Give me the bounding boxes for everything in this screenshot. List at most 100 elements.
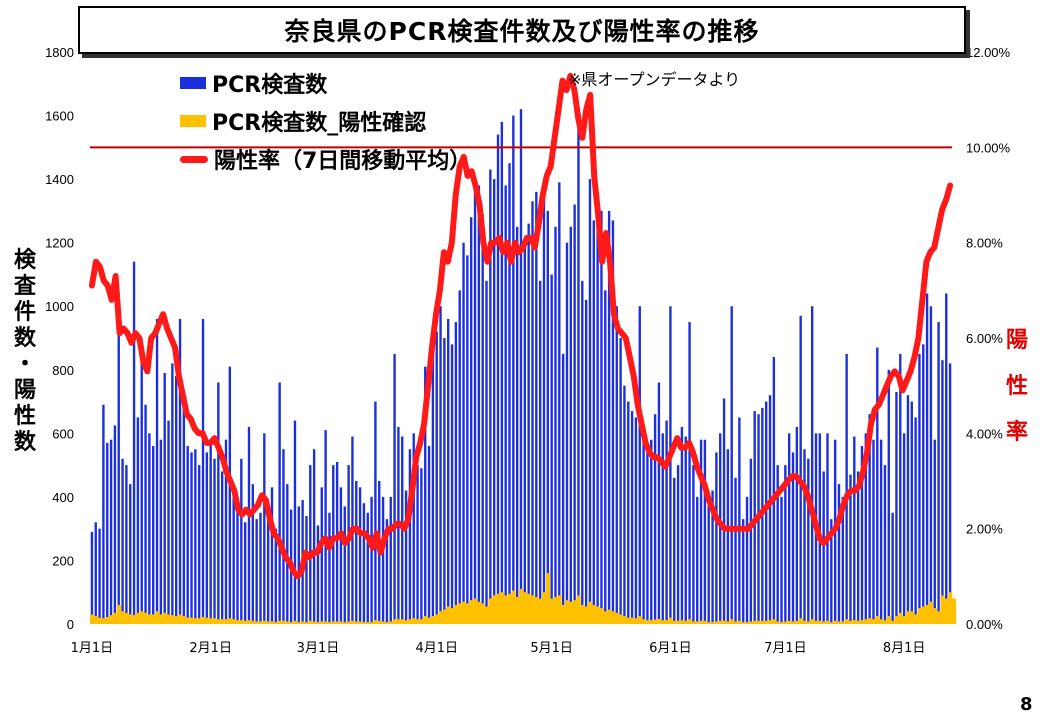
tests-bar [730, 306, 733, 624]
positive-bar [672, 620, 677, 624]
tests-bar [500, 121, 504, 625]
positive-bar [442, 609, 447, 624]
y-left-label-char: 件 [13, 300, 36, 325]
positive-bar [837, 621, 842, 624]
positive-bar [262, 620, 267, 624]
positive-bar [932, 608, 937, 624]
positive-bar [427, 617, 432, 624]
x-tick-label: 6月1日 [649, 641, 692, 656]
tests-bar [90, 531, 94, 624]
positive-bar [346, 621, 351, 624]
positive-bar [687, 619, 692, 624]
y-left-label-char: 陽 [13, 378, 36, 403]
tests-bar [297, 506, 300, 624]
tests-bar [217, 382, 220, 624]
positive-bar [607, 609, 612, 624]
tests-bar [929, 306, 933, 624]
positive-bar [423, 616, 428, 624]
tests-bar [711, 490, 714, 624]
tests-bar [902, 433, 906, 624]
positive-bar [116, 604, 121, 624]
tests-bar [492, 179, 496, 624]
positive-bar [496, 593, 501, 624]
positive-bar [185, 617, 190, 624]
positive-bar [557, 595, 562, 624]
tests-bar [891, 512, 894, 624]
positive-bar [300, 621, 305, 624]
legend-swatch-positive [180, 115, 206, 127]
positive-bar [457, 603, 462, 624]
positive-bar [112, 612, 118, 624]
positive-bar [250, 620, 256, 624]
tests-bar [845, 353, 848, 624]
tests-bar [381, 496, 385, 624]
positive-bar [948, 592, 953, 624]
tests-bar [899, 353, 902, 624]
tests-bar [707, 503, 710, 624]
y-right-tick-label: 6.00% [966, 331, 1003, 346]
positive-bar [281, 620, 286, 624]
tests-bar [569, 226, 572, 624]
positive-bar [691, 621, 696, 624]
positive-bar [492, 595, 497, 624]
positive-bar [817, 620, 823, 624]
tests-bar [358, 487, 362, 624]
tests-bar [673, 477, 676, 624]
tests-bar [355, 481, 358, 624]
tests-bar [504, 185, 507, 624]
tests-bar [194, 449, 197, 624]
y-axis-left-label: 検 査 件 数 ・ 陽 性 数 [10, 248, 40, 456]
page-number: 8 [1020, 694, 1033, 715]
tests-bar [523, 242, 527, 624]
positive-bar [565, 600, 570, 624]
tests-bar [450, 344, 454, 624]
y-right-tick-label: 2.00% [966, 522, 1003, 537]
positive-bar [879, 619, 884, 624]
positive-bar [745, 622, 750, 624]
positive-bar [840, 621, 846, 624]
tests-bar [830, 519, 833, 624]
positive-bar [760, 620, 765, 624]
positive-bar [549, 598, 554, 624]
positive-bar [392, 619, 397, 624]
tests-bar [148, 433, 151, 624]
positive-bar [515, 596, 520, 624]
positive-bar [653, 619, 658, 624]
positive-bar [771, 619, 777, 624]
positive-bar [453, 604, 459, 624]
y-left-tick-label: 200 [52, 553, 74, 568]
tests-bar [676, 465, 680, 624]
tests-bar [684, 436, 687, 624]
positive-bar [358, 621, 363, 624]
tests-bar [94, 522, 97, 624]
positive-bar [135, 612, 141, 624]
tests-bar [404, 490, 408, 624]
tests-bar [604, 290, 607, 624]
tests-bar [305, 515, 308, 624]
tests-bar [435, 331, 438, 624]
tests-bar [883, 465, 887, 624]
tests-bar [573, 204, 576, 625]
tests-bar [627, 401, 630, 624]
tests-bar [849, 474, 852, 624]
tests-bar [738, 417, 741, 624]
positive-bar [201, 617, 206, 624]
tests-bar [508, 163, 511, 624]
positive-bar [484, 606, 489, 624]
positive-bar [342, 622, 347, 624]
tests-bar [113, 425, 117, 624]
tests-bar [699, 439, 703, 624]
tests-bar [876, 347, 879, 624]
tests-bar [768, 395, 772, 624]
positive-bar [411, 618, 416, 624]
positive-bar [530, 595, 535, 624]
positivity-rate-line [88, 72, 954, 580]
tests-bar [519, 109, 523, 624]
positive-bar [875, 616, 880, 624]
positive-bar [465, 603, 470, 624]
positive-bars [90, 573, 957, 624]
tests-bar [385, 519, 389, 624]
positive-bar [568, 601, 574, 624]
positive-bar [270, 621, 275, 624]
tests-bar [458, 290, 461, 624]
